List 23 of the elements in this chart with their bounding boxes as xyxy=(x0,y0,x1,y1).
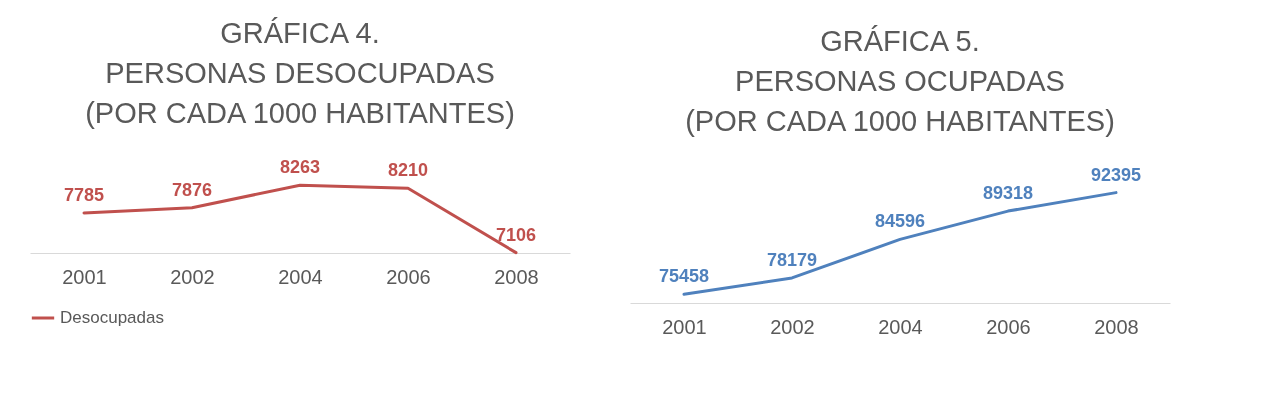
x-tick-label: 2008 xyxy=(494,265,539,288)
x-tick-label: 2001 xyxy=(662,315,707,338)
data-label: 84596 xyxy=(874,211,926,232)
data-label: 7106 xyxy=(495,224,537,245)
chart-title: GRÁFICA 5. PERSONAS OCUPADAS (POR CADA 1000 HABITANTES) xyxy=(685,24,1115,137)
data-label: 78179 xyxy=(766,249,818,270)
x-tick-label: 2001 xyxy=(62,265,107,288)
legend-label: Desocupadas xyxy=(60,308,164,327)
x-tick-label: 2002 xyxy=(170,265,215,288)
data-label: 8210 xyxy=(387,160,429,181)
chart-title: GRÁFICA 4. PERSONAS DESOCUPADAS (POR CADA 1000 HABITANTES) xyxy=(85,17,515,130)
x-tick-label: 2004 xyxy=(878,315,923,338)
x-tick-label: 2006 xyxy=(986,315,1031,338)
data-label: 7876 xyxy=(171,179,213,200)
data-label: 75458 xyxy=(658,266,710,287)
x-tick-label: 2006 xyxy=(386,265,431,288)
x-tick-label: 2002 xyxy=(770,315,815,338)
data-label: 89318 xyxy=(982,183,1034,204)
data-label: 8263 xyxy=(279,157,321,178)
x-tick-label: 2004 xyxy=(278,265,323,288)
data-label: 92395 xyxy=(1090,164,1142,185)
data-label: 7785 xyxy=(63,185,105,206)
x-tick-label: 2008 xyxy=(1094,315,1139,338)
